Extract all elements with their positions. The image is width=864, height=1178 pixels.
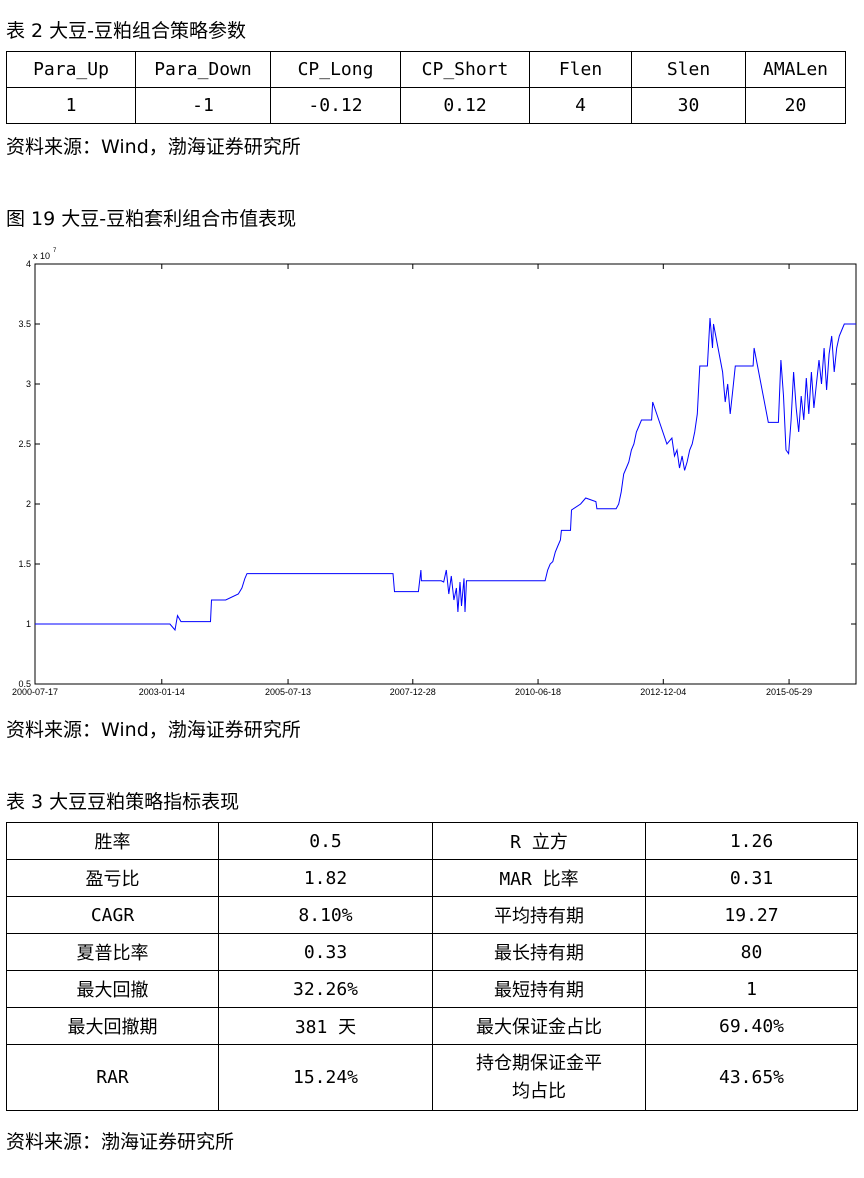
metric-label: 平均持有期 xyxy=(432,896,646,934)
table-cell: 1 xyxy=(6,87,136,124)
table-cell: 20 xyxy=(745,87,846,124)
metric-label: CAGR xyxy=(6,896,219,934)
table-header-cell: CP_Long xyxy=(270,51,401,88)
metric-value: 1 xyxy=(645,970,858,1008)
table-row: Para_Up Para_Down CP_Long CP_Short Flen … xyxy=(6,51,846,88)
table2-caption: 表 2 大豆-豆粕组合策略参数 xyxy=(6,20,247,42)
x-tick-label: 2003-01-14 xyxy=(139,687,185,697)
metric-value: 8.10% xyxy=(218,896,433,934)
metric-label: RAR xyxy=(6,1044,219,1111)
metric-value: 69.40% xyxy=(645,1007,858,1045)
table-header-cell: Para_Up xyxy=(6,51,136,88)
y-tick-label: 4 xyxy=(26,259,31,269)
table-cell: -0.12 xyxy=(270,87,401,124)
x-tick-label: 2010-06-18 xyxy=(515,687,561,697)
metric-label: 最大保证金占比 xyxy=(432,1007,646,1045)
table-header-cell: Slen xyxy=(631,51,746,88)
x-tick-label: 2007-12-28 xyxy=(390,687,436,697)
table-row: 1 -1 -0.12 0.12 4 30 20 xyxy=(6,87,846,124)
y-tick-label: 3.5 xyxy=(18,319,31,329)
table-row: 胜率 0.5 R 立方 1.26 xyxy=(6,822,858,860)
metric-value: 1.26 xyxy=(645,822,858,860)
metric-label: R 立方 xyxy=(432,822,646,860)
x-tick-label: 2005-07-13 xyxy=(265,687,311,697)
y-tick-label: 2 xyxy=(26,499,31,509)
y-tick-label: 1 xyxy=(26,619,31,629)
table-row: 最大回撤 32.26% 最短持有期 1 xyxy=(6,970,858,1008)
table-row: 盈亏比 1.82 MAR 比率 0.31 xyxy=(6,859,858,897)
table2-source: 资料来源：Wind，渤海证券研究所 xyxy=(6,136,301,158)
metric-value: 32.26% xyxy=(218,970,433,1008)
y-tick-label: 3 xyxy=(26,379,31,389)
metric-value: 0.33 xyxy=(218,933,433,971)
table3-source: 资料来源：渤海证券研究所 xyxy=(6,1131,235,1153)
metric-label: 夏普比率 xyxy=(6,933,219,971)
table-cell: 4 xyxy=(529,87,632,124)
table-row: CAGR 8.10% 平均持有期 19.27 xyxy=(6,896,858,934)
metric-label: 最长持有期 xyxy=(432,933,646,971)
table-header-cell: AMALen xyxy=(745,51,846,88)
metric-value: 80 xyxy=(645,933,858,971)
metric-label: 持仓期保证金平均占比 xyxy=(432,1044,646,1111)
y-scale-exponent: 7 xyxy=(53,248,57,254)
metric-value: 43.65% xyxy=(645,1044,858,1111)
x-axis: 2000-07-17 2003-01-14 2005-07-13 2007-12-28… xyxy=(12,264,812,697)
table-cell: 0.12 xyxy=(400,87,530,124)
table3-caption: 表 3 大豆豆粕策略指标表现 xyxy=(6,791,240,813)
metric-value: 0.31 xyxy=(645,859,858,897)
metric-value: 381 天 xyxy=(218,1007,433,1045)
metric-value: 19.27 xyxy=(645,896,858,934)
y-tick-label: 2.5 xyxy=(18,439,31,449)
table-row: 最大回撤期 381 天 最大保证金占比 69.40% xyxy=(6,1007,858,1045)
metric-label: 盈亏比 xyxy=(6,859,219,897)
y-axis: 0.5 1 1.5 2 2.5 3 3.5 4 xyxy=(18,259,856,689)
metric-label: 胜率 xyxy=(6,822,219,860)
table-header-cell: Para_Down xyxy=(135,51,271,88)
figure19-source: 资料来源：Wind，渤海证券研究所 xyxy=(6,719,301,741)
metric-value: 15.24% xyxy=(218,1044,433,1111)
x-tick-label: 2000-07-17 xyxy=(12,687,58,697)
table-header-cell: Flen xyxy=(529,51,632,88)
metric-value: 1.82 xyxy=(218,859,433,897)
table-row: RAR 15.24% 持仓期保证金平均占比 43.65% xyxy=(6,1044,858,1111)
figure19-caption: 图 19 大豆-豆粕套利组合市值表现 xyxy=(6,208,297,230)
table-row: 夏普比率 0.33 最长持有期 80 xyxy=(6,933,858,971)
x-tick-label: 2012-12-04 xyxy=(640,687,686,697)
table-header-cell: CP_Short xyxy=(400,51,530,88)
table-cell: 30 xyxy=(631,87,746,124)
metric-label: 最大回撤期 xyxy=(6,1007,219,1045)
series-line xyxy=(35,317,856,632)
x-tick-label: 2015-05-29 xyxy=(766,687,812,697)
table-cell: -1 xyxy=(135,87,271,124)
strategy-metrics-table: 胜率 0.5 R 立方 1.26 盈亏比 1.82 MAR 比率 0.31 CA… xyxy=(6,822,858,1111)
metric-value: 0.5 xyxy=(218,822,433,860)
strategy-parameter-table: Para_Up Para_Down CP_Long CP_Short Flen … xyxy=(6,51,846,124)
plot-area xyxy=(34,263,857,685)
portfolio-value-chart: 0.511.522.533.54 2000-07-17 2003-01-14 200… xyxy=(12,248,857,697)
y-scale-label: x 10 xyxy=(33,251,50,261)
metric-label: 最短持有期 xyxy=(432,970,646,1008)
metric-label: MAR 比率 xyxy=(432,859,646,897)
metric-label: 最大回撤 xyxy=(6,970,219,1008)
y-tick-label: 0.5 xyxy=(18,679,31,689)
y-tick-label: 1.5 xyxy=(18,559,31,569)
